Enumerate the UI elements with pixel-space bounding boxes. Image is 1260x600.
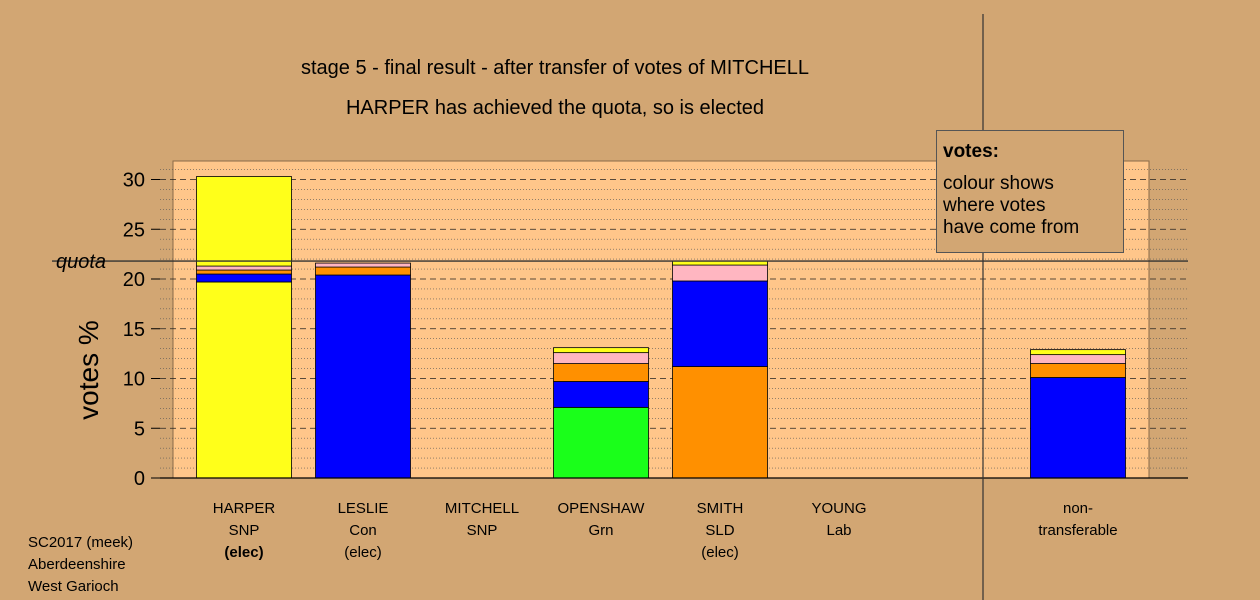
x-label-name: MITCHELL <box>444 500 520 517</box>
bar-segment <box>1030 354 1126 364</box>
bar-segment <box>553 363 649 382</box>
x-label-name: non- <box>1062 500 1094 517</box>
bar-segment <box>553 381 649 408</box>
legend-title: votes: <box>943 141 999 162</box>
bar-segment <box>196 281 292 479</box>
footer-line-1: SC2017 (meek) <box>28 534 134 551</box>
x-label-party: transferable <box>1038 522 1118 539</box>
y-tick-label: 25 <box>123 219 145 241</box>
x-label-2: MITCHELL SNP <box>417 498 547 542</box>
y-tick-label: 5 <box>134 418 145 440</box>
y-tick-label: 0 <box>134 468 145 490</box>
y-tick-label: 15 <box>123 319 145 341</box>
legend-line-2: where votes <box>943 195 1046 216</box>
legend-line-3: have come from <box>943 217 1080 238</box>
x-label-0: HARPER SNP (elec) <box>179 498 309 564</box>
x-label-1: LESLIE Con (elec) <box>298 498 428 564</box>
bar-segment <box>315 262 411 268</box>
footer-line-2: Aberdeenshire <box>28 556 126 573</box>
legend: votes: colour shows where votes have com… <box>936 130 1124 253</box>
x-label-party: Lab <box>826 522 852 539</box>
x-label-name: HARPER <box>212 500 276 517</box>
bar-segment <box>1030 377 1126 479</box>
x-label-party: SNP <box>228 522 260 539</box>
bar-segment <box>196 273 292 283</box>
bar-segment <box>196 265 292 271</box>
footer-line-3: West Garioch <box>28 578 119 595</box>
x-label-note: (elec) <box>344 544 382 561</box>
y-tick-label: 10 <box>123 369 145 391</box>
bar-segment <box>553 352 649 364</box>
quota-label: quota <box>56 251 106 273</box>
bar-segment <box>553 406 649 479</box>
bar-segment <box>672 366 768 479</box>
bar-segment <box>1030 349 1126 356</box>
x-label-name: OPENSHAW <box>557 500 645 517</box>
x-label-name: LESLIE <box>337 500 389 517</box>
x-label-4: SMITH SLD (elec) <box>655 498 785 564</box>
x-label-name: YOUNG <box>811 500 867 517</box>
y-tick-label: 30 <box>123 170 145 192</box>
chart-subtitle: HARPER has achieved the quota, so is ele… <box>345 97 765 119</box>
chart-title: stage 5 - final result - after transfer … <box>301 57 809 79</box>
y-axis-label: votes % <box>73 320 104 420</box>
x-label-3: OPENSHAW Grn <box>536 498 666 542</box>
x-label-party: Grn <box>588 522 614 539</box>
x-label-note: (elec) <box>224 544 264 561</box>
bar-segment <box>315 274 411 479</box>
y-tick-label: 20 <box>123 269 145 291</box>
bar-segment <box>196 176 292 267</box>
bar-segment <box>1030 363 1126 378</box>
legend-line-1: colour shows <box>943 173 1054 194</box>
x-label-name: SMITH <box>696 500 744 517</box>
bar-segment <box>196 269 292 275</box>
x-label-party: Con <box>349 522 377 539</box>
x-label-note: (elec) <box>701 544 739 561</box>
bar-segment <box>315 266 411 276</box>
x-label-party: SLD <box>705 522 735 539</box>
x-label-party: SNP <box>466 522 498 539</box>
bar-segment <box>553 347 649 354</box>
bar-segment <box>672 280 768 367</box>
bar-segment <box>672 264 768 282</box>
x-label-6: non-transferable <box>1013 498 1143 542</box>
x-label-5: YOUNG Lab <box>774 498 904 542</box>
